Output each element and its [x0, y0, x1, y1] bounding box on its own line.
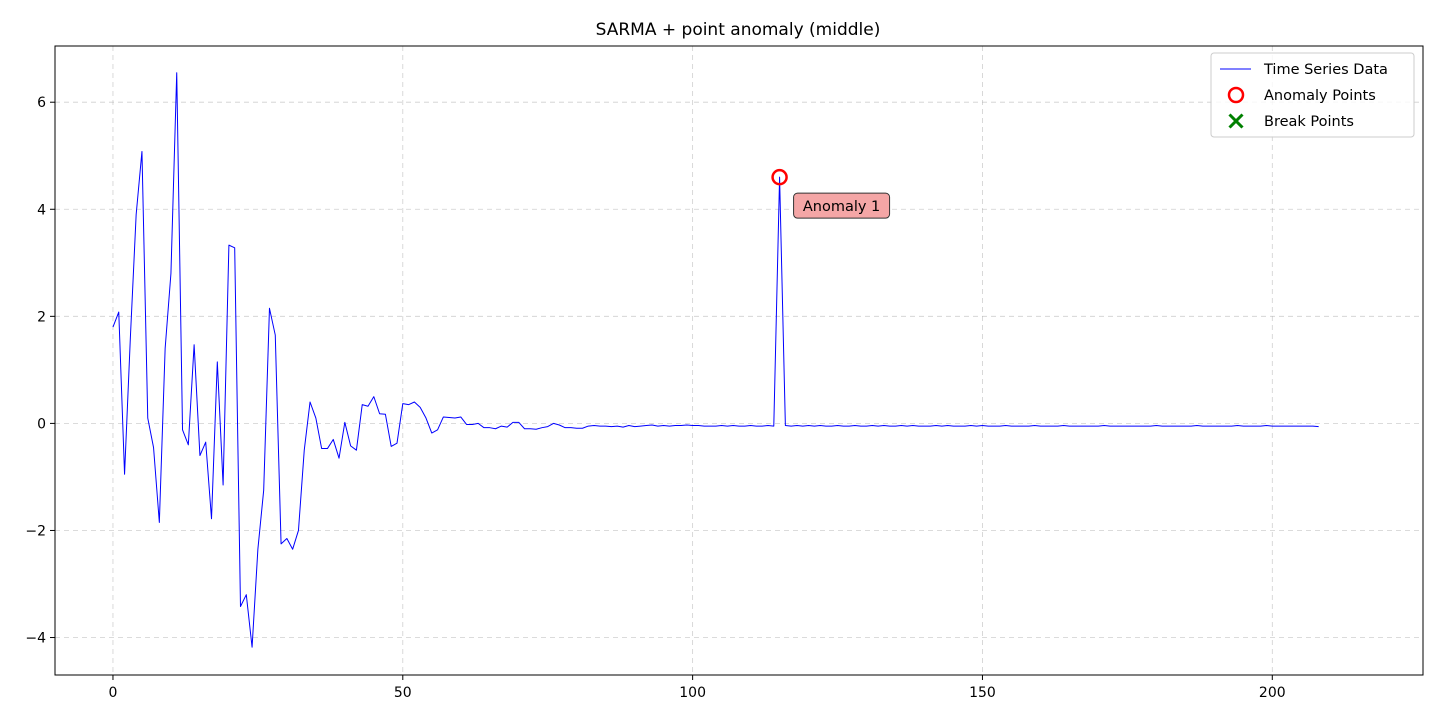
plot-frame — [54, 45, 1424, 676]
y-tick-label: 0 — [37, 416, 46, 432]
tick-layer: 0 50 100 150 200 −4 −2 0 2 4 6 — [25, 95, 1285, 701]
y-tick-label: 6 — [37, 95, 46, 111]
x-tick-label: 100 — [679, 685, 706, 701]
anomaly-layer: Anomaly 1 — [771, 168, 891, 219]
y-tick-label: −4 — [25, 631, 46, 647]
legend-label: Time Series Data — [1263, 62, 1388, 78]
legend-label: Break Points — [1264, 114, 1354, 130]
anomaly-label-box — [793, 192, 891, 219]
anomaly-point — [771, 168, 788, 186]
series-layer — [112, 72, 1319, 648]
series-line — [112, 72, 1319, 648]
grid-layer — [55, 46, 1423, 675]
y-tick-label: 2 — [37, 309, 46, 325]
legend-anomaly-swatch — [1227, 86, 1245, 104]
y-tick-label: −2 — [25, 523, 46, 539]
chart-title: SARMA + point anomaly (middle) — [596, 20, 881, 40]
x-tick-label: 200 — [1259, 685, 1286, 701]
y-tick-label: 4 — [37, 202, 46, 218]
legend: Time Series Data Anomaly Points Break Poin… — [1210, 52, 1415, 138]
anomaly-label: Anomaly 1 — [803, 199, 880, 215]
legend-box — [1210, 52, 1415, 138]
legend-break-swatch — [1228, 113, 1244, 129]
x-tick-label: 150 — [969, 685, 996, 701]
x-tick-label: 50 — [394, 685, 412, 701]
legend-label: Anomaly Points — [1264, 88, 1376, 104]
x-tick-label: 0 — [109, 685, 118, 701]
